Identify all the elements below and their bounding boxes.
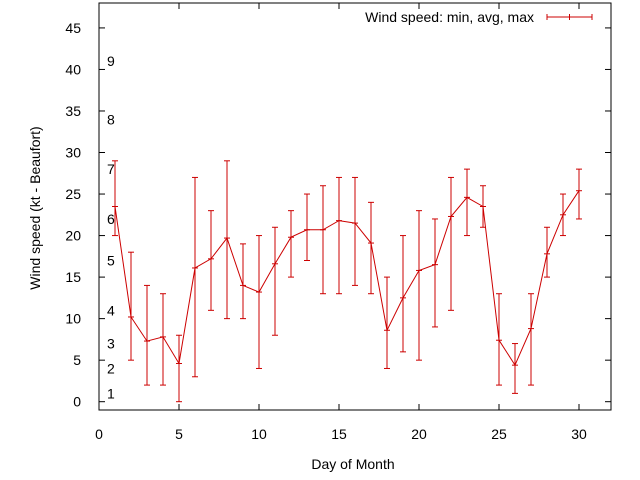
y-tick-label: 45 bbox=[65, 20, 81, 36]
y-tick-label: 15 bbox=[65, 269, 81, 285]
x-tick-label: 0 bbox=[95, 426, 103, 442]
y-tick-label: 10 bbox=[65, 311, 81, 327]
beaufort-label: 3 bbox=[107, 336, 115, 352]
error-bars bbox=[112, 160, 582, 403]
y-tick-label: 35 bbox=[65, 103, 81, 119]
legend: Wind speed: min, avg, max bbox=[365, 9, 593, 25]
x-axis-label: Day of Month bbox=[311, 456, 394, 472]
y-axis-label: Wind speed (kt - Beaufort) bbox=[27, 126, 43, 289]
x-tick-label: 30 bbox=[571, 426, 587, 442]
y-tick-label: 20 bbox=[65, 228, 81, 244]
x-tick-labels: 0 5 10 15 20 25 30 bbox=[95, 426, 587, 442]
beaufort-labels: 1 2 3 4 5 6 7 8 9 bbox=[107, 53, 115, 401]
y-tick-label: 25 bbox=[65, 186, 81, 202]
beaufort-label: 8 bbox=[107, 111, 115, 127]
y-tick-labels: 0 5 10 15 20 25 30 35 40 45 bbox=[65, 20, 81, 410]
axis-ticks bbox=[98, 3, 611, 410]
beaufort-label: 7 bbox=[107, 161, 115, 177]
x-tick-label: 5 bbox=[175, 426, 183, 442]
legend-label: Wind speed: min, avg, max bbox=[365, 9, 534, 25]
beaufort-label: 1 bbox=[107, 385, 115, 401]
plot-frame bbox=[98, 2, 612, 411]
beaufort-label: 6 bbox=[107, 211, 115, 227]
beaufort-label: 5 bbox=[107, 252, 115, 268]
y-tick-label: 40 bbox=[65, 61, 81, 77]
y-tick-label: 0 bbox=[73, 394, 81, 410]
beaufort-label: 4 bbox=[107, 302, 115, 318]
beaufort-label: 9 bbox=[107, 53, 115, 69]
x-tick-label: 15 bbox=[331, 426, 347, 442]
legend-sample bbox=[546, 14, 593, 20]
x-tick-label: 10 bbox=[251, 426, 267, 442]
y-tick-label: 5 bbox=[73, 352, 81, 368]
x-tick-label: 25 bbox=[491, 426, 507, 442]
avg-series-line bbox=[114, 190, 580, 367]
beaufort-label: 2 bbox=[107, 360, 115, 376]
y-tick-label: 30 bbox=[65, 145, 81, 161]
x-tick-label: 20 bbox=[411, 426, 427, 442]
